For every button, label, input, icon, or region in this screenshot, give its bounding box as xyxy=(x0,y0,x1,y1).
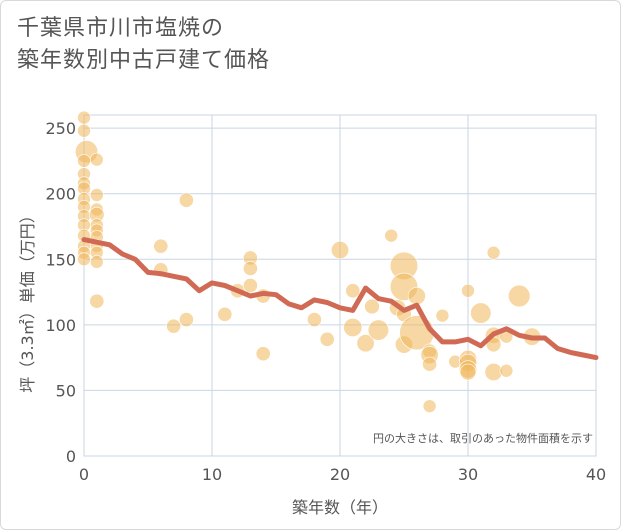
data-point xyxy=(343,317,363,337)
data-point xyxy=(217,306,233,322)
data-point xyxy=(356,334,375,353)
data-point xyxy=(242,278,258,293)
data-point xyxy=(459,363,477,381)
data-point xyxy=(435,308,450,323)
data-point xyxy=(242,261,258,276)
data-point xyxy=(153,238,169,254)
data-point xyxy=(367,319,389,341)
x-tick-label: 10 xyxy=(202,465,222,484)
data-point xyxy=(499,363,514,378)
axis-ticks: 0 10 20 30 40 0 50 100 150 200 250 xyxy=(45,119,606,484)
x-tick-label: 0 xyxy=(79,465,89,484)
data-point xyxy=(407,286,426,306)
data-point xyxy=(77,252,91,267)
trend-line xyxy=(81,237,599,361)
data-point xyxy=(90,188,104,202)
x-tick-label: 20 xyxy=(330,465,350,484)
data-point xyxy=(178,312,194,328)
x-tick-label: 40 xyxy=(586,465,606,484)
chart-title-line-2: 築年数別中古戸建て価格 xyxy=(17,48,271,73)
data-point xyxy=(330,241,350,260)
y-tick-label: 250 xyxy=(45,119,76,138)
data-point xyxy=(306,312,322,328)
y-tick-label: 150 xyxy=(45,250,76,269)
data-point xyxy=(422,399,437,413)
data-point xyxy=(319,331,335,347)
data-point xyxy=(166,318,182,334)
data-point xyxy=(384,228,399,243)
data-point xyxy=(364,298,380,315)
data-point xyxy=(77,110,91,125)
data-points xyxy=(75,110,542,413)
y-tick-label: 200 xyxy=(45,185,76,204)
data-point xyxy=(77,154,91,168)
data-point xyxy=(486,245,501,260)
data-point xyxy=(90,152,104,167)
y-tick-label: 50 xyxy=(56,381,76,400)
chart-title-line-1: 千葉県市川市塩焼の xyxy=(17,16,225,41)
data-point xyxy=(508,284,531,308)
data-point xyxy=(77,123,91,138)
data-point xyxy=(178,192,194,208)
data-point xyxy=(255,346,271,362)
data-point xyxy=(422,356,438,372)
x-axis-label: 築年数（年） xyxy=(292,498,388,517)
chart-title: 千葉県市川市塩焼の 築年数別中古戸建て価格 xyxy=(17,13,270,77)
y-tick-label: 100 xyxy=(45,316,76,335)
grid-lines xyxy=(83,114,597,457)
data-point xyxy=(89,293,105,309)
data-point xyxy=(90,255,104,269)
y-axis-label: 坪（3.3㎡）単価（万円） xyxy=(18,207,37,392)
data-point xyxy=(470,302,492,324)
x-tick-label: 30 xyxy=(458,465,478,484)
size-note: 円の大きさは、取引のあった物件面積を示す xyxy=(373,431,593,445)
data-point xyxy=(345,283,361,299)
data-point xyxy=(484,363,503,382)
data-point xyxy=(461,283,475,298)
y-tick-label: 0 xyxy=(66,447,76,466)
